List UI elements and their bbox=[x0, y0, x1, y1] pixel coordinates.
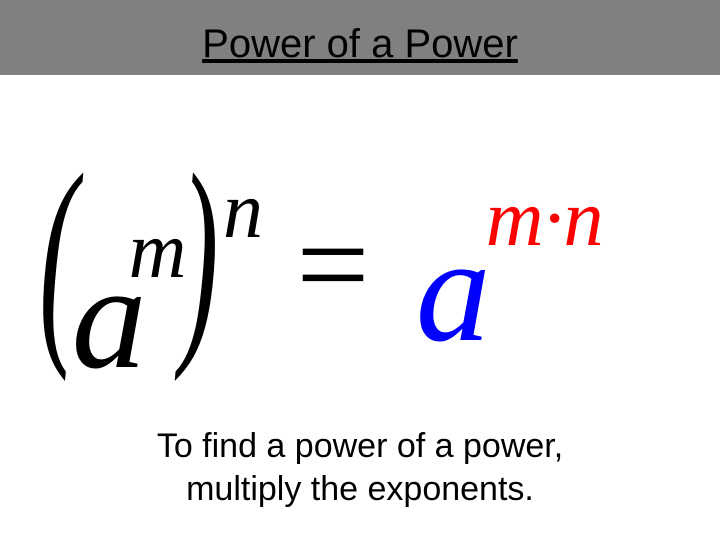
caption: To find a power of a power, multiply the… bbox=[0, 425, 720, 510]
close-paren: ) bbox=[181, 140, 219, 370]
exponent-mn: m·n bbox=[486, 175, 604, 263]
equation-right: am·n bbox=[416, 180, 609, 330]
title-bar: Power of a Power bbox=[0, 0, 720, 75]
exponent-m: m bbox=[129, 207, 187, 295]
caption-line-2: multiply the exponents. bbox=[0, 468, 720, 511]
equation: (am)n = am·n bbox=[0, 90, 720, 420]
caption-line-1: To find a power of a power, bbox=[0, 425, 720, 468]
equals-sign: = bbox=[288, 190, 376, 340]
base-a-right: a bbox=[416, 215, 491, 365]
exponent-n: n bbox=[223, 167, 263, 255]
page-title: Power of a Power bbox=[202, 22, 518, 67]
equation-left: (am)n bbox=[20, 140, 278, 370]
